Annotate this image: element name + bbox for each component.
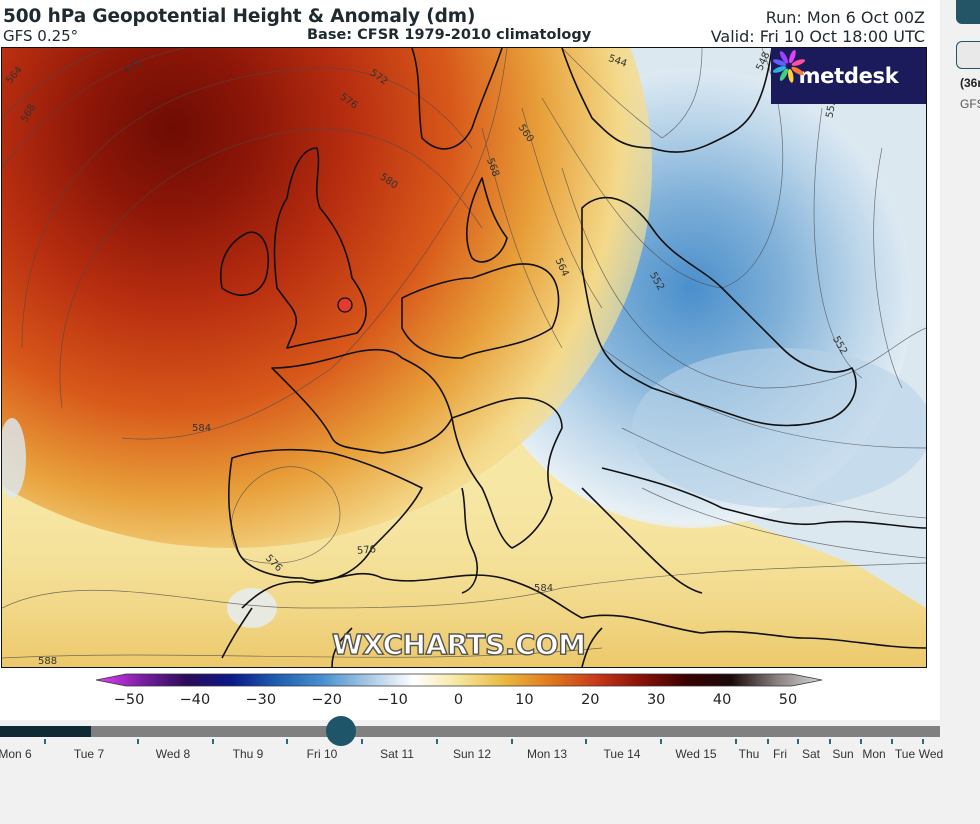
metdesk-logo-text: metdesk [798, 64, 899, 88]
contour-label: 588 [38, 656, 58, 667]
timeline-day-label[interactable]: Mon [862, 747, 886, 761]
chart-panel: 500 hPa Geopotential Height & Anomaly (d… [0, 0, 940, 720]
anomaly-map[interactable]: 564 568 572 572 576 580 560 568 564 552 544 548 552 5… [1, 47, 927, 668]
run-time: Run: Mon 6 Oct 00Z [765, 8, 925, 27]
colorbar-tick-label: −30 [245, 692, 277, 708]
contour-label: 576 [356, 544, 377, 557]
timeline-tick [767, 739, 769, 744]
timeline-tick [585, 739, 587, 744]
colorbar-tick-label: −20 [311, 692, 342, 708]
timeline-day-label[interactable]: Wed 8 [155, 747, 191, 761]
anomaly-colorbar [96, 673, 822, 687]
map-canvas [2, 48, 926, 667]
timeline-day-label[interactable]: Wed [918, 747, 944, 761]
timeline-tick [829, 739, 831, 744]
timeline-day-label[interactable]: Mon 6 [0, 747, 32, 761]
timeline-slider[interactable] [0, 726, 940, 737]
timeline-day-label[interactable]: Wed 15 [675, 747, 717, 761]
timeline-day-label[interactable]: Tue [894, 747, 916, 761]
timeline-day-label[interactable]: Fri [773, 747, 787, 761]
timeline-day-label[interactable]: Thu [738, 747, 760, 761]
timeline-day-label[interactable]: Sun 12 [452, 747, 492, 761]
colorbar-tick-label: 0 [453, 692, 464, 708]
sidebar-secondary-button[interactable] [956, 41, 980, 69]
contour-label: 584 [534, 583, 554, 594]
timeline-day-label[interactable]: Sat 11 [380, 747, 414, 761]
metdesk-burst-icon [772, 49, 806, 83]
timeline-day-label[interactable]: Mon 13 [526, 747, 568, 761]
timeline-tick [436, 739, 438, 744]
timeline-day-label[interactable]: Tue 7 [73, 747, 105, 761]
timeline-day-label[interactable]: Sun [832, 747, 854, 761]
timeline-tick [44, 739, 46, 744]
sidebar-model-label: GFS [960, 97, 980, 111]
model-label: GFS 0.25° [3, 27, 79, 45]
timeline-tick [361, 739, 363, 744]
timeline-tick [797, 739, 799, 744]
timeline-day-label[interactable]: Fri 10 [306, 747, 338, 761]
colorbar-tick-label: 20 [581, 692, 600, 708]
colorbar-tick-label: −40 [179, 692, 211, 708]
colorbar-tick-label: 50 [778, 692, 798, 708]
valid-time: Valid: Fri 10 Oct 18:00 UTC [710, 27, 925, 46]
sidebar-forecast-hours: (36r [960, 76, 980, 90]
timeline-tick [891, 739, 893, 744]
timeline-tick [511, 739, 513, 744]
contour-label: 584 [192, 423, 212, 434]
timeline-tick [735, 739, 737, 744]
timeline-tick [660, 739, 662, 744]
location-marker [337, 297, 353, 313]
colorbar-tick-label: −50 [113, 692, 145, 708]
timeline-loaded-range [0, 726, 91, 737]
colorbar-tick-label: 40 [712, 692, 732, 708]
timeline-tick [860, 739, 862, 744]
timeline-tick [212, 739, 214, 744]
sidebar-primary-button[interactable] [956, 0, 980, 24]
metdesk-logo: metdesk [771, 48, 926, 104]
timeline-tick [922, 739, 924, 744]
timeline-day-label[interactable]: Tue 14 [603, 747, 641, 761]
climatology-base: Base: CFSR 1979-2010 climatology [307, 27, 592, 43]
colorbar-tick-label: −10 [377, 692, 408, 708]
wxcharts-watermark: WXCHARTS.COM [331, 627, 586, 661]
colorbar-tick-label: 10 [515, 692, 534, 708]
timeline-day-label[interactable]: Sat [801, 747, 821, 761]
colorbar-ticks: −50 −40 −30 −20 −10 0 10 20 30 40 50 [0, 692, 940, 712]
timeline-tick [286, 739, 288, 744]
colorbar-tick-label: 30 [646, 692, 666, 708]
timeline-tick [137, 739, 139, 744]
chart-title: 500 hPa Geopotential Height & Anomaly (d… [3, 6, 476, 27]
timeline-day-label[interactable]: Thu 9 [232, 747, 264, 761]
timeline-handle[interactable] [326, 716, 356, 746]
